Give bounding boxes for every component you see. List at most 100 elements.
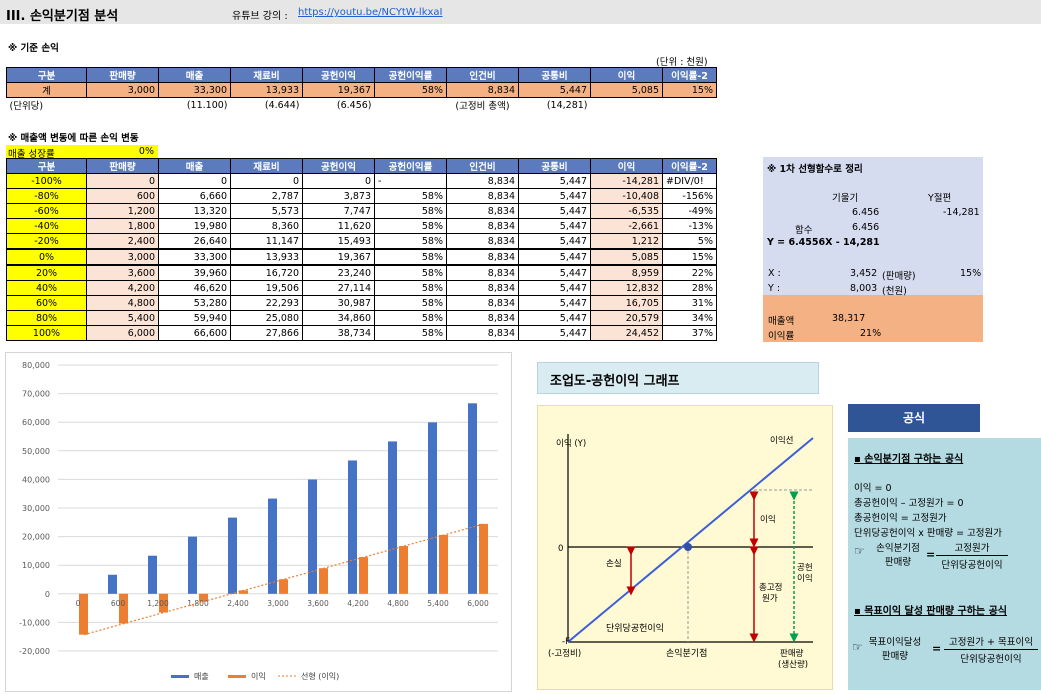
- cell[interactable]: 27,866: [230, 325, 303, 341]
- cell[interactable]: 40%: [6, 280, 87, 296]
- cell[interactable]: 5,085: [590, 82, 663, 98]
- cell[interactable]: 5,447: [518, 310, 591, 326]
- cell[interactable]: 600: [86, 188, 159, 204]
- cell[interactable]: 38,734: [302, 325, 375, 341]
- cell[interactable]: 13,933: [230, 248, 303, 266]
- cell[interactable]: 8,959: [590, 264, 663, 281]
- cell[interactable]: 30,987: [302, 295, 375, 311]
- cell[interactable]: -: [374, 173, 447, 189]
- cell[interactable]: 39,960: [158, 264, 231, 281]
- cell[interactable]: 46,620: [158, 280, 231, 296]
- cell[interactable]: 34%: [662, 310, 717, 326]
- cell[interactable]: 59,940: [158, 310, 231, 326]
- cell[interactable]: 1,200: [86, 203, 159, 219]
- cell[interactable]: 15%: [662, 248, 717, 266]
- cell[interactable]: 0: [230, 173, 303, 189]
- cell[interactable]: 28%: [662, 280, 717, 296]
- cell[interactable]: 58%: [374, 233, 447, 250]
- cell[interactable]: 계: [6, 82, 87, 98]
- cell[interactable]: 58%: [374, 280, 447, 296]
- cell[interactable]: 20,579: [590, 310, 663, 326]
- cell[interactable]: 8,834: [446, 310, 519, 326]
- cell[interactable]: 53,280: [158, 295, 231, 311]
- cell[interactable]: 5,447: [518, 203, 591, 219]
- cell[interactable]: 3,600: [86, 264, 159, 281]
- cell[interactable]: 8,834: [446, 188, 519, 204]
- cell[interactable]: 33,300: [158, 248, 231, 266]
- cell[interactable]: 11,147: [230, 233, 303, 250]
- cell[interactable]: 25,080: [230, 310, 303, 326]
- cell[interactable]: 16,705: [590, 295, 663, 311]
- cell[interactable]: 3,000: [86, 82, 159, 98]
- chart-area[interactable]: 80,000 70,000 60,000 50,000 40,000 30,000 20,0…: [5, 352, 512, 692]
- cell[interactable]: 8,834: [446, 82, 519, 98]
- cell[interactable]: 6,660: [158, 188, 231, 204]
- cell[interactable]: 58%: [374, 82, 447, 98]
- cell[interactable]: 5,400: [86, 310, 159, 326]
- cell[interactable]: 15,493: [302, 233, 375, 250]
- cell[interactable]: 0: [86, 173, 159, 189]
- cell[interactable]: 2,787: [230, 188, 303, 204]
- cell[interactable]: 26,640: [158, 233, 231, 250]
- cell[interactable]: 15%: [662, 82, 717, 98]
- cell[interactable]: -49%: [662, 203, 717, 219]
- cell[interactable]: -40%: [6, 218, 87, 234]
- cell[interactable]: 5,447: [518, 233, 591, 250]
- cell[interactable]: 8,834: [446, 264, 519, 281]
- cell[interactable]: 4,800: [86, 295, 159, 311]
- cell[interactable]: 8,834: [446, 218, 519, 234]
- cell[interactable]: 5,447: [518, 218, 591, 234]
- cell[interactable]: 6,000: [86, 325, 159, 341]
- cell[interactable]: 66,600: [158, 325, 231, 341]
- cell[interactable]: 4,200: [86, 280, 159, 296]
- growth-rate-cell[interactable]: 매출 성장률 0%: [6, 145, 158, 160]
- cell[interactable]: 2,400: [86, 233, 159, 250]
- cell[interactable]: 100%: [6, 325, 87, 341]
- cell[interactable]: #DIV/0!: [662, 173, 717, 189]
- cell[interactable]: 8,834: [446, 203, 519, 219]
- cell[interactable]: 23,240: [302, 264, 375, 281]
- cell[interactable]: 27,114: [302, 280, 375, 296]
- cell[interactable]: 8,360: [230, 218, 303, 234]
- cell[interactable]: 8,834: [446, 325, 519, 341]
- cell[interactable]: 3,873: [302, 188, 375, 204]
- cell[interactable]: 5%: [662, 233, 717, 250]
- cell[interactable]: 8,834: [446, 295, 519, 311]
- cell[interactable]: 19,506: [230, 280, 303, 296]
- cell[interactable]: 58%: [374, 325, 447, 341]
- cell[interactable]: -60%: [6, 203, 87, 219]
- cell[interactable]: 5,447: [518, 248, 591, 266]
- cell[interactable]: 22%: [662, 264, 717, 281]
- growth-rate-value[interactable]: 0%: [138, 146, 154, 157]
- cell[interactable]: 5,447: [518, 264, 591, 281]
- cell[interactable]: -156%: [662, 188, 717, 204]
- cell[interactable]: 7,747: [302, 203, 375, 219]
- cell[interactable]: 19,980: [158, 218, 231, 234]
- cell[interactable]: 8,834: [446, 233, 519, 250]
- cell[interactable]: 22,293: [230, 295, 303, 311]
- cell[interactable]: 31%: [662, 295, 717, 311]
- cell[interactable]: 20%: [6, 264, 87, 281]
- cell[interactable]: 12,832: [590, 280, 663, 296]
- cell[interactable]: 34,860: [302, 310, 375, 326]
- cell[interactable]: 58%: [374, 264, 447, 281]
- cell[interactable]: -100%: [6, 173, 87, 189]
- cell[interactable]: 5,447: [518, 82, 591, 98]
- cell[interactable]: -10,408: [590, 188, 663, 204]
- cell[interactable]: 19,367: [302, 248, 375, 266]
- cell[interactable]: 80%: [6, 310, 87, 326]
- cell[interactable]: -6,535: [590, 203, 663, 219]
- cell[interactable]: 58%: [374, 203, 447, 219]
- cell[interactable]: -14,281: [590, 173, 663, 189]
- cell[interactable]: -20%: [6, 233, 87, 250]
- cell[interactable]: 3,000: [86, 248, 159, 266]
- cell[interactable]: 5,447: [518, 295, 591, 311]
- cell[interactable]: 5,085: [590, 248, 663, 266]
- cell[interactable]: 8,834: [446, 248, 519, 266]
- cell[interactable]: 5,447: [518, 280, 591, 296]
- cell[interactable]: 13,933: [230, 82, 303, 98]
- cell[interactable]: 1,800: [86, 218, 159, 234]
- cell[interactable]: 0: [302, 173, 375, 189]
- cell[interactable]: 5,447: [518, 188, 591, 204]
- cell[interactable]: -2,661: [590, 218, 663, 234]
